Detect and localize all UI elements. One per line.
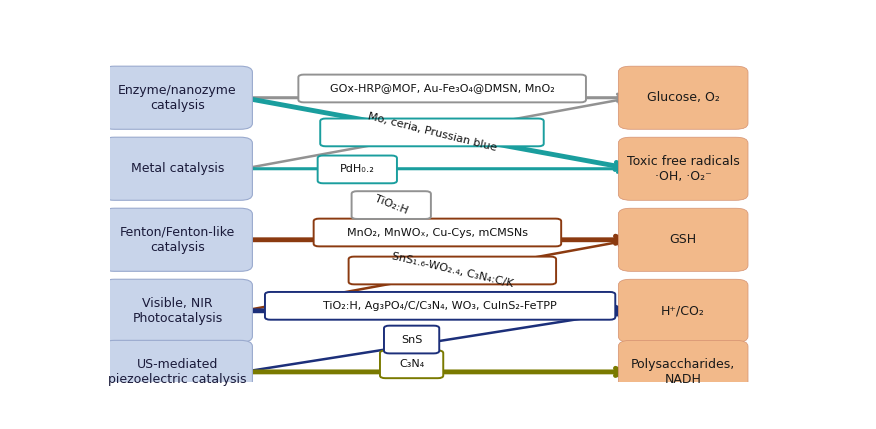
- Text: SnS₁.₆-WO₂.₄, C₃N₄:C/K: SnS₁.₆-WO₂.₄, C₃N₄:C/K: [391, 252, 514, 289]
- Text: PdH₀.₂: PdH₀.₂: [340, 164, 375, 175]
- Text: Mo, ceria, Prussian blue: Mo, ceria, Prussian blue: [366, 112, 498, 153]
- FancyBboxPatch shape: [102, 137, 252, 200]
- Text: Visible, NIR
Photocatalysis: Visible, NIR Photocatalysis: [132, 297, 223, 325]
- FancyBboxPatch shape: [299, 75, 586, 103]
- FancyBboxPatch shape: [102, 66, 252, 129]
- Text: TiO₂:H: TiO₂:H: [373, 194, 409, 216]
- FancyBboxPatch shape: [380, 350, 443, 378]
- Text: TiO₂:H, Ag₃PO₄/C/C₃N₄, WO₃, CuInS₂-FeTPP: TiO₂:H, Ag₃PO₄/C/C₃N₄, WO₃, CuInS₂-FeTPP: [323, 301, 557, 311]
- Text: GSH: GSH: [669, 233, 696, 246]
- FancyBboxPatch shape: [102, 340, 252, 403]
- Text: MnO₂, MnWOₓ, Cu-Cys, mCMSNs: MnO₂, MnWOₓ, Cu-Cys, mCMSNs: [347, 227, 528, 238]
- FancyBboxPatch shape: [618, 208, 748, 271]
- Text: Polysaccharides,
NADH: Polysaccharides, NADH: [631, 358, 735, 386]
- Text: Glucose, O₂: Glucose, O₂: [646, 91, 719, 104]
- Text: GOx-HRP@MOF, Au-Fe₃O₄@DMSN, MnO₂: GOx-HRP@MOF, Au-Fe₃O₄@DMSN, MnO₂: [329, 84, 555, 94]
- FancyBboxPatch shape: [349, 257, 556, 284]
- Text: US-mediated
piezoelectric catalysis: US-mediated piezoelectric catalysis: [108, 358, 247, 386]
- Text: Fenton/Fenton-like
catalysis: Fenton/Fenton-like catalysis: [120, 226, 235, 254]
- Text: C₃N₄: C₃N₄: [399, 360, 424, 369]
- Text: Toxic free radicals
·OH, ·O₂⁻: Toxic free radicals ·OH, ·O₂⁻: [627, 155, 739, 183]
- FancyBboxPatch shape: [351, 191, 431, 219]
- FancyBboxPatch shape: [321, 118, 544, 146]
- FancyBboxPatch shape: [618, 279, 748, 342]
- FancyBboxPatch shape: [318, 156, 397, 183]
- Text: SnS: SnS: [401, 335, 422, 344]
- FancyBboxPatch shape: [618, 137, 748, 200]
- FancyBboxPatch shape: [384, 326, 439, 353]
- FancyBboxPatch shape: [618, 66, 748, 129]
- FancyBboxPatch shape: [265, 292, 615, 320]
- FancyBboxPatch shape: [618, 340, 748, 403]
- FancyBboxPatch shape: [102, 279, 252, 342]
- FancyBboxPatch shape: [314, 219, 562, 246]
- Text: H⁺/CO₂: H⁺/CO₂: [661, 304, 705, 317]
- FancyBboxPatch shape: [102, 208, 252, 271]
- Text: Metal catalysis: Metal catalysis: [131, 162, 224, 175]
- Text: Enzyme/nanozyme
catalysis: Enzyme/nanozyme catalysis: [118, 84, 237, 112]
